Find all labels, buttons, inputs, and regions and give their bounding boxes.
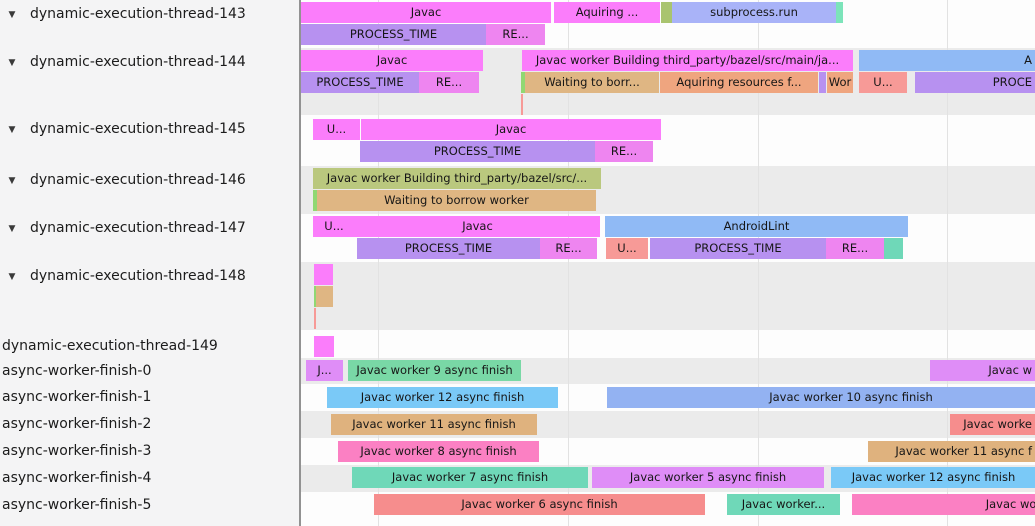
trace-event-bar[interactable] bbox=[661, 2, 672, 23]
time-gridline bbox=[758, 0, 759, 526]
trace-event-bar[interactable]: Javac bbox=[361, 119, 661, 140]
trace-event-bar[interactable]: Wor bbox=[827, 72, 853, 93]
trace-event-bar[interactable]: PROCESS_TIME bbox=[357, 238, 540, 259]
trace-event-bar[interactable]: RE... bbox=[826, 238, 884, 259]
trace-event-bar[interactable]: Javac w bbox=[930, 360, 1035, 381]
trace-event-bar[interactable] bbox=[521, 94, 523, 115]
collapse-arrow-icon[interactable]: ▼ bbox=[8, 10, 16, 20]
trace-event-bar[interactable] bbox=[314, 308, 316, 329]
trace-event-bar[interactable]: Javac worker Building third_party/bazel/… bbox=[522, 50, 853, 71]
trace-event-bar[interactable] bbox=[884, 238, 903, 259]
trace-event-bar[interactable] bbox=[819, 72, 826, 93]
trace-event-bar[interactable]: U... bbox=[313, 119, 360, 140]
track-header[interactable]: ▼ dynamic-execution-thread-144 bbox=[0, 52, 299, 72]
track-name-label: dynamic-execution-thread-149 bbox=[2, 338, 218, 354]
trace-event-bar[interactable]: Javac worker 6 async finish bbox=[374, 494, 705, 515]
trace-event-bar[interactable]: Aquiring resources f... bbox=[660, 72, 818, 93]
row-background-strip bbox=[301, 262, 1035, 330]
trace-event-bar[interactable]: Javac worker 12 async finish bbox=[327, 387, 558, 408]
trace-event-bar[interactable]: Javac worker... bbox=[727, 494, 840, 515]
track-name-label: dynamic-execution-thread-144 bbox=[30, 54, 246, 70]
track-header[interactable]: ▼ dynamic-execution-thread-145 bbox=[0, 119, 299, 139]
trace-event-bar[interactable]: Javac worke bbox=[950, 414, 1035, 435]
trace-event-bar[interactable]: Javac bbox=[301, 50, 483, 71]
trace-event-bar[interactable] bbox=[314, 286, 316, 307]
track-name-label: async-worker-finish-4 bbox=[2, 470, 152, 486]
track-name-label: async-worker-finish-2 bbox=[2, 416, 152, 432]
trace-event-bar[interactable]: A bbox=[859, 50, 1035, 71]
track-name-label: dynamic-execution-thread-147 bbox=[30, 220, 246, 236]
track-name-label: dynamic-execution-thread-146 bbox=[30, 172, 246, 188]
trace-event-bar[interactable]: Javac worker 8 async finish bbox=[338, 441, 539, 462]
trace-event-bar[interactable]: Javac worker 8 asyn bbox=[852, 494, 1035, 515]
trace-event-bar[interactable] bbox=[521, 72, 525, 93]
trace-event-bar[interactable]: RE... bbox=[419, 72, 479, 93]
trace-event-bar[interactable] bbox=[313, 190, 317, 211]
trace-event-bar[interactable]: PROCESS_TIME bbox=[301, 72, 419, 93]
trace-event-bar[interactable]: Javac worker 11 async finish bbox=[331, 414, 537, 435]
collapse-arrow-icon[interactable]: ▼ bbox=[8, 224, 16, 234]
track-name-label: dynamic-execution-thread-148 bbox=[30, 268, 246, 284]
trace-event-bar[interactable]: RE... bbox=[486, 24, 545, 45]
trace-event-bar[interactable]: Waiting to borr... bbox=[525, 72, 659, 93]
trace-event-bar[interactable]: Javac bbox=[301, 2, 551, 23]
trace-event-bar[interactable]: Waiting to borrow worker bbox=[317, 190, 596, 211]
track-header[interactable]: async-worker-finish-2 bbox=[0, 414, 301, 434]
track-header[interactable]: ▼ dynamic-execution-thread-143 bbox=[0, 4, 299, 24]
track-header[interactable]: ▼ dynamic-execution-thread-148 bbox=[0, 266, 299, 286]
trace-event-bar[interactable]: PROCE bbox=[915, 72, 1035, 93]
trace-event-bar[interactable]: U... bbox=[606, 238, 648, 259]
track-header[interactable]: dynamic-execution-thread-149 bbox=[0, 336, 301, 356]
trace-event-bar[interactable]: Javac worker 11 async f bbox=[868, 441, 1035, 462]
collapse-arrow-icon[interactable]: ▼ bbox=[8, 58, 16, 68]
track-header[interactable]: async-worker-finish-5 bbox=[0, 495, 301, 515]
trace-event-bar[interactable]: PROCESS_TIME bbox=[360, 141, 595, 162]
track-header[interactable]: async-worker-finish-1 bbox=[0, 387, 301, 407]
time-gridline bbox=[378, 0, 379, 526]
trace-event-bar[interactable] bbox=[314, 336, 334, 357]
time-gridline bbox=[947, 0, 948, 526]
trace-event-bar[interactable]: J... bbox=[306, 360, 343, 381]
time-gridline bbox=[568, 0, 569, 526]
collapse-arrow-icon[interactable]: ▼ bbox=[8, 125, 16, 135]
trace-event-bar[interactable]: Javac worker 5 async finish bbox=[592, 467, 824, 488]
trace-event-bar[interactable] bbox=[316, 286, 333, 307]
track-name-label: dynamic-execution-thread-143 bbox=[30, 6, 246, 22]
trace-event-bar[interactable]: U... bbox=[859, 72, 907, 93]
trace-event-bar[interactable]: Javac worker 7 async finish bbox=[352, 467, 588, 488]
track-name-label: dynamic-execution-thread-145 bbox=[30, 121, 246, 137]
trace-event-bar[interactable]: subprocess.run bbox=[672, 2, 836, 23]
track-name-label: async-worker-finish-1 bbox=[2, 389, 152, 405]
trace-event-bar[interactable]: Javac worker 10 async finish bbox=[607, 387, 1035, 408]
trace-event-bar[interactable]: RE... bbox=[595, 141, 653, 162]
trace-event-bar[interactable]: Javac worker 12 async finish bbox=[831, 467, 1035, 488]
track-name-label: async-worker-finish-0 bbox=[2, 363, 152, 379]
trace-event-bar[interactable]: Javac worker Building third_party/bazel/… bbox=[313, 168, 601, 189]
track-header[interactable]: ▼ dynamic-execution-thread-146 bbox=[0, 170, 299, 190]
trace-event-bar[interactable]: AndroidLint bbox=[605, 216, 908, 237]
track-name-label: async-worker-finish-5 bbox=[2, 497, 152, 513]
trace-event-bar[interactable]: U... bbox=[313, 216, 355, 237]
track-name-sidebar: ▼ dynamic-execution-thread-143 ▼ dynamic-ex… bbox=[0, 0, 301, 526]
track-header[interactable]: async-worker-finish-4 bbox=[0, 468, 301, 488]
track-header[interactable]: ▼ dynamic-execution-thread-147 bbox=[0, 218, 299, 238]
track-header[interactable]: async-worker-finish-0 bbox=[0, 361, 301, 381]
trace-event-bar[interactable] bbox=[314, 264, 333, 285]
trace-event-bar[interactable]: PROCESS_TIME bbox=[650, 238, 826, 259]
trace-event-bar[interactable]: PROCESS_TIME bbox=[301, 24, 486, 45]
timeline-canvas[interactable]: Javac Aquiring ... subprocess.run PROCESS_T… bbox=[301, 0, 1035, 526]
trace-event-bar[interactable]: Javac worker 9 async finish bbox=[348, 360, 521, 381]
trace-event-bar[interactable]: RE... bbox=[540, 238, 597, 259]
trace-event-bar[interactable]: Aquiring ... bbox=[554, 2, 660, 23]
trace-event-bar[interactable] bbox=[836, 2, 843, 23]
collapse-arrow-icon[interactable]: ▼ bbox=[8, 272, 16, 282]
row-background-strip bbox=[301, 330, 1035, 358]
track-header[interactable]: async-worker-finish-3 bbox=[0, 441, 301, 461]
track-name-label: async-worker-finish-3 bbox=[2, 443, 152, 459]
trace-event-bar[interactable]: Javac bbox=[355, 216, 600, 237]
collapse-arrow-icon[interactable]: ▼ bbox=[8, 176, 16, 186]
